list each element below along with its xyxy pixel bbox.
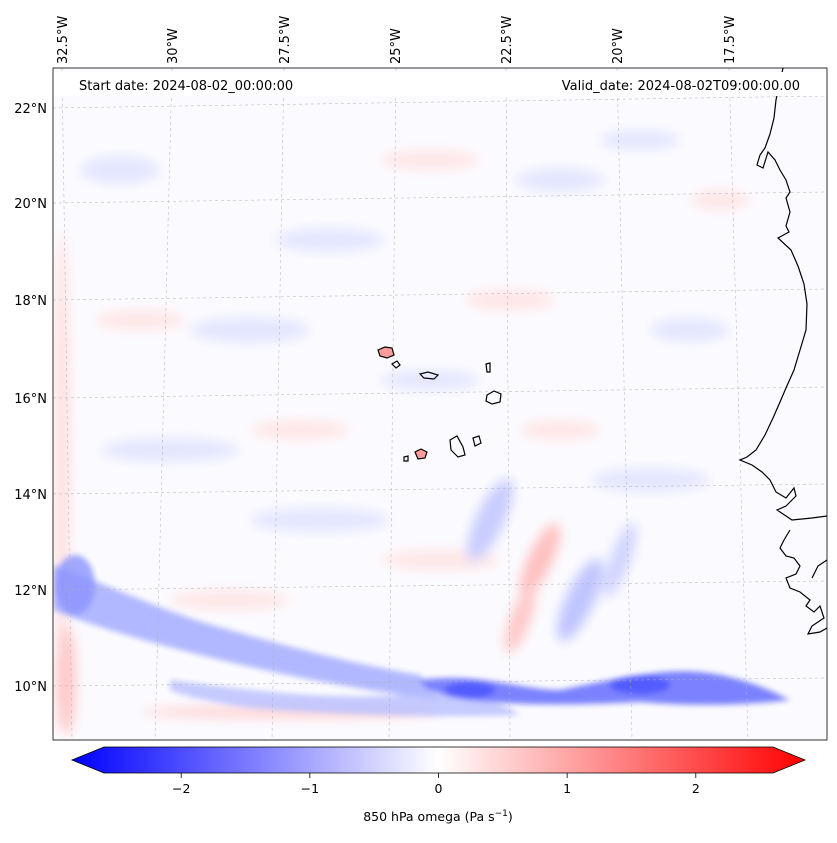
island-santiago [449, 435, 466, 458]
lat-label-16n: 16°N [14, 392, 47, 407]
island-sao-nicolau [418, 371, 440, 380]
lon-label-17-5w: 17.5°W [723, 16, 738, 64]
lon-label-32-5w: 32.5°W [56, 16, 71, 64]
date-header-band [53, 72, 827, 96]
colorbar-gradient [70, 746, 807, 774]
lon-label-30w: 30°W [166, 28, 181, 64]
longitude-labels: 32.5°W 30°W 27.5°W 25°W 22.5°W 20°W 17.5… [56, 16, 738, 64]
colorbar-title: 850 hPa omega (Pa s−1) [363, 809, 513, 824]
island-santo-antao [377, 346, 395, 359]
lat-label-12n: 12°N [14, 584, 47, 599]
colorbar-tick-label: 0 [435, 781, 443, 796]
lon-label-27-5w: 27.5°W [278, 16, 293, 64]
lon-label-25w: 25°W [389, 28, 404, 64]
lat-label-20n: 20°N [14, 197, 47, 212]
colorbar-title-exponent: −1 [495, 809, 508, 819]
valid-date-label: Valid_date: 2024-08-02T09:00:00.00 [562, 79, 800, 94]
lat-label-14n: 14°N [14, 488, 47, 503]
island-sal [485, 362, 491, 373]
colorbar-title-text: 850 hPa omega (Pa s [363, 809, 494, 824]
omega-soft-patches [54, 130, 750, 735]
guinea-coastline [779, 529, 827, 635]
colorbar-tick-label: 2 [692, 781, 700, 796]
africa-coastline [738, 68, 827, 521]
gridlines [53, 68, 827, 740]
colorbar: −2 −1 0 1 2 850 hPa omega (Pa s−1) [70, 746, 807, 824]
coastline-fragment [811, 559, 827, 579]
colorbar-title-suffix: ) [508, 809, 513, 824]
colorbar-tick-label: −1 [301, 781, 319, 796]
map-frame [52, 67, 828, 741]
lat-label-22n: 22°N [14, 102, 47, 117]
island-maio [472, 435, 482, 447]
lat-label-18n: 18°N [14, 294, 47, 309]
lon-label-22-5w: 22.5°W [500, 16, 515, 64]
island-brava [403, 455, 409, 462]
colorbar-tick-label: 1 [563, 781, 571, 796]
coastlines [738, 68, 827, 635]
cape-verde-islands [377, 346, 502, 462]
colorbar-tick-label: −2 [172, 781, 190, 796]
island-sao-vicente [391, 360, 401, 369]
island-boa-vista [485, 390, 502, 405]
lon-label-20w: 20°W [611, 28, 626, 64]
colorbar-ticks: −2 −1 0 1 2 [172, 773, 700, 796]
lat-label-10n: 10°N [14, 680, 47, 695]
island-fogo [414, 448, 428, 460]
latitude-labels: 22°N 20°N 18°N 16°N 14°N 12°N 10°N [14, 102, 47, 695]
map-panel: Start date: 2024-08-02_00:00:00 Valid_da… [52, 67, 828, 741]
start-date-label: Start date: 2024-08-02_00:00:00 [79, 79, 293, 94]
